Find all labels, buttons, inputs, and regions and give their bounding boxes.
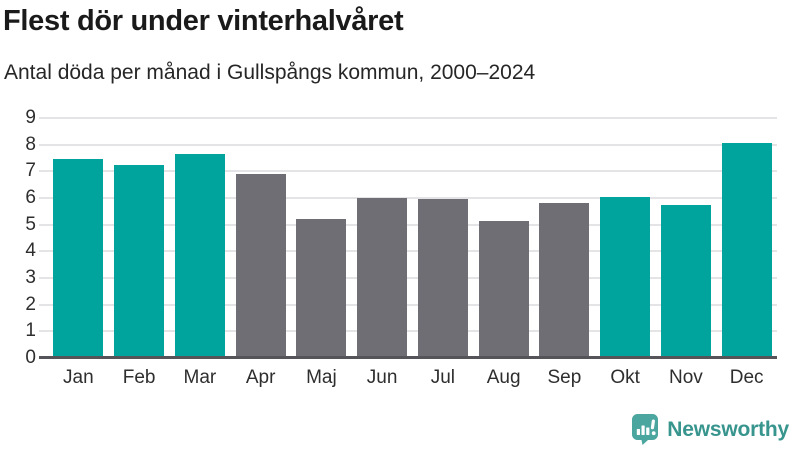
bar-maj — [296, 219, 347, 358]
bar-slot-apr — [230, 118, 291, 358]
x-tick-label-dec: Dec — [729, 367, 764, 388]
y-tick-label-6: 6 — [25, 187, 36, 208]
bar-slot-mar — [170, 118, 231, 358]
x-tick-label-jul: Jul — [430, 367, 456, 388]
x-tick-label-apr: Apr — [245, 367, 276, 388]
x-tick-label-aug: Aug — [486, 367, 521, 388]
bar-jun — [357, 198, 408, 358]
bar-slot-jun — [352, 118, 413, 358]
gridline-3 — [39, 277, 777, 279]
y-tick-label-3: 3 — [25, 267, 36, 288]
chart-title: Flest dör under vinterhalvåret — [3, 5, 404, 37]
bar-slot-maj — [291, 118, 352, 358]
newsworthy-logo: Newsworthy — [632, 414, 789, 445]
x-tick-label-maj: Maj — [306, 367, 337, 388]
newsworthy-logo-icon — [632, 414, 659, 445]
bar-slot-jan — [48, 118, 109, 358]
gridline-5 — [39, 223, 777, 226]
bar-okt — [600, 196, 651, 358]
bar-slot-jul — [413, 118, 474, 358]
y-axis: 0 1 2 3 4 5 6 7 8 9 — [2, 107, 36, 368]
y-tick-label-8: 8 — [25, 133, 36, 155]
x-tick-label-nov: Nov — [668, 367, 703, 388]
bar-chart-plot-area — [39, 117, 777, 359]
bar-apr — [235, 174, 286, 358]
bar-sep — [539, 203, 590, 358]
x-tick-label-feb: Feb — [122, 367, 156, 388]
bar-slot-dec — [716, 118, 777, 358]
gridline-4 — [39, 250, 777, 253]
x-tick-label-sep: Sep — [547, 367, 582, 388]
bar-slot-sep — [534, 118, 595, 358]
x-tick-label-jun: Jun — [366, 367, 398, 388]
x-axis-line — [39, 356, 777, 359]
bars — [48, 118, 777, 358]
gridline-2 — [39, 303, 777, 306]
x-tick-label-okt: Okt — [610, 367, 640, 388]
newsworthy-brand-text: Newsworthy — [667, 417, 789, 441]
y-tick-label-1: 1 — [25, 320, 36, 342]
y-tick-label-4: 4 — [25, 240, 36, 262]
bar-jul — [417, 199, 468, 358]
bar-slot-aug — [473, 118, 534, 358]
y-tick-label-5: 5 — [25, 213, 36, 235]
y-tick-label-0: 0 — [25, 347, 36, 368]
bar-nov — [660, 204, 711, 358]
bar-feb — [114, 164, 165, 358]
gridline-8 — [39, 143, 777, 146]
gridline-7 — [39, 170, 777, 173]
bar-mar — [174, 154, 225, 358]
bar-slot-feb — [109, 118, 170, 358]
x-axis: Jan Feb Mar Apr Maj Jun Jul Aug Sep Okt Nov Dec — [48, 363, 777, 393]
bar-slot-nov — [656, 118, 717, 358]
x-tick-label-jan: Jan — [63, 367, 94, 388]
bar-slot-okt — [595, 118, 656, 358]
y-tick-label-9: 9 — [25, 107, 36, 128]
bar-aug — [478, 220, 529, 358]
bar-jan — [53, 159, 104, 358]
x-tick-label-mar: Mar — [183, 367, 217, 388]
chart-subtitle: Antal döda per månad i Gullspångs kommun… — [4, 61, 536, 84]
gridline-6 — [39, 197, 777, 199]
bar-dec — [721, 143, 772, 358]
gridline-1 — [39, 330, 777, 333]
y-tick-label-7: 7 — [25, 160, 36, 182]
gridline-9 — [39, 117, 777, 119]
y-tick-label-2: 2 — [25, 293, 36, 315]
